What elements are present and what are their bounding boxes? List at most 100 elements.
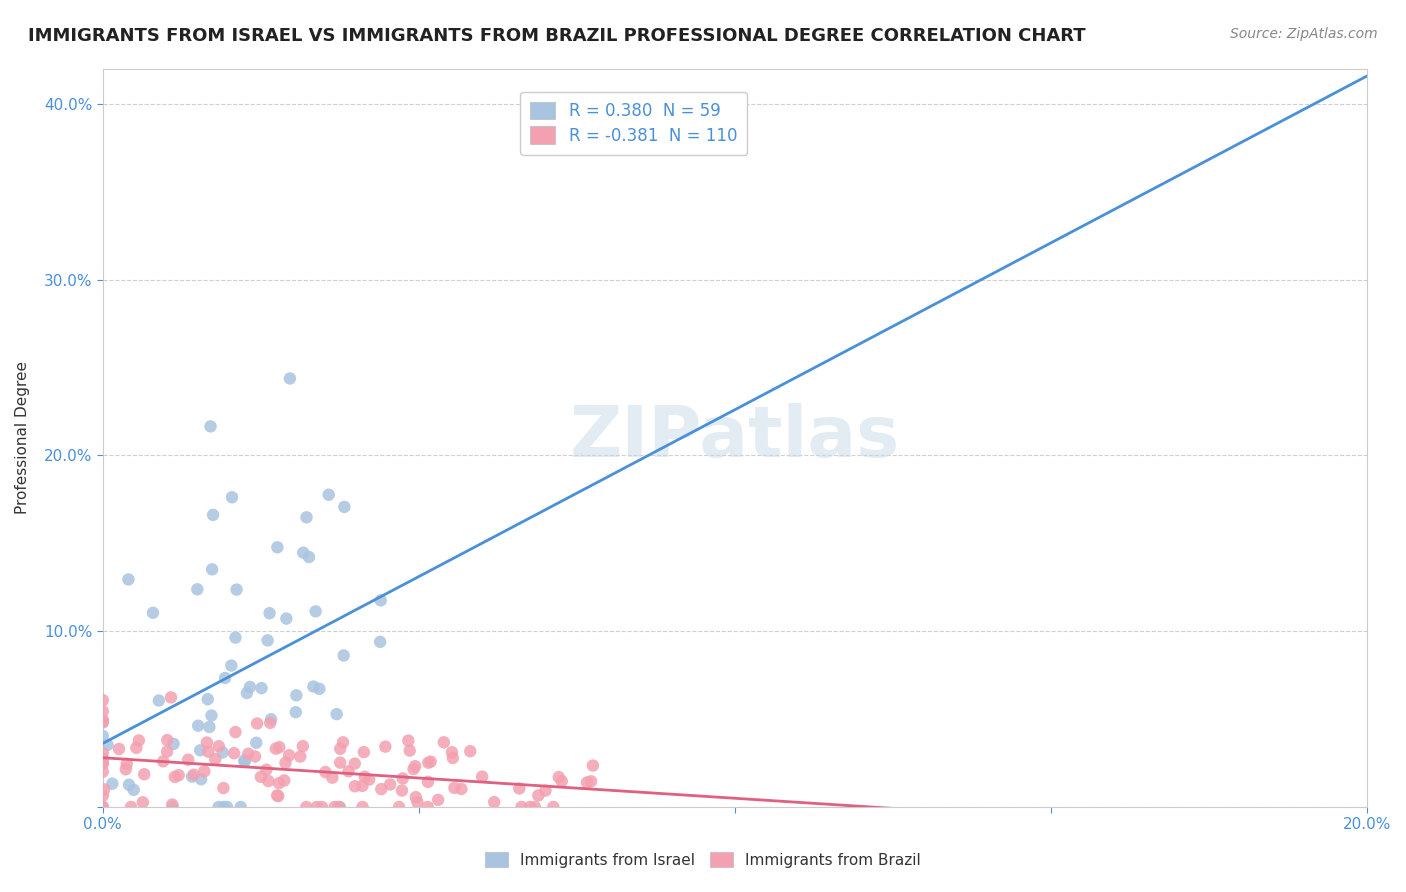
Point [125,740,148,755]
Point [233,755,256,769]
Point [278,371,301,385]
Point [197,745,219,759]
Point [201,562,224,576]
Point [291,739,314,754]
Point [233,753,256,767]
Point [91,751,114,765]
Point [236,686,259,700]
Point [359,772,381,787]
Point [416,800,439,814]
Point [295,800,318,814]
Point [245,736,267,750]
Point [325,707,347,722]
Point [163,770,186,784]
Point [195,735,218,749]
Point [292,546,315,560]
Point [224,725,246,739]
Point [405,790,427,805]
Point [551,774,574,789]
Point [318,488,340,502]
Point [167,768,190,782]
Point [433,735,456,749]
Point [177,753,200,767]
Point [187,719,209,733]
Point [582,758,605,772]
Point [224,631,246,645]
Point [370,782,392,797]
Point [329,800,352,814]
Point [523,800,546,814]
Point [352,779,374,793]
Point [221,658,243,673]
Point [108,742,131,756]
Point [97,738,120,752]
Point [254,763,277,777]
Point [278,748,301,763]
Point [250,681,273,695]
Point [204,752,226,766]
Point [134,767,156,781]
Point [332,735,354,749]
Point [91,714,114,729]
Point [450,781,472,796]
Point [91,713,114,727]
Point [200,419,222,434]
Point [352,800,374,814]
Text: ZIPatlas: ZIPatlas [569,403,900,472]
Point [142,606,165,620]
Point [267,789,290,803]
Point [211,746,233,760]
Point [239,680,262,694]
Point [120,800,142,814]
Point [115,756,138,771]
Point [353,770,375,784]
Legend: Immigrants from Israel, Immigrants from Brazil: Immigrants from Israel, Immigrants from … [477,844,929,875]
Point [190,772,212,787]
Point [267,776,290,790]
Point [328,800,350,814]
Point [186,582,208,597]
Point [91,704,114,718]
Point [207,800,229,814]
Point [440,745,463,759]
Point [290,749,312,764]
Point [91,800,114,814]
Point [418,756,440,770]
Point [266,541,288,555]
Point [257,774,280,789]
Point [208,739,231,754]
Point [547,770,569,784]
Point [343,756,366,771]
Y-axis label: Professional Degree: Professional Degree [15,361,30,515]
Point [183,767,205,781]
Point [274,756,297,770]
Point [91,746,114,760]
Point [311,800,333,814]
Point [391,783,413,797]
Point [396,733,419,747]
Point [419,755,441,769]
Point [160,690,183,705]
Point [295,510,318,524]
Point [221,490,243,504]
Point [243,749,266,764]
Point [329,756,352,770]
Point [519,800,541,814]
Point [200,708,222,723]
Point [370,593,392,607]
Text: Source: ZipAtlas.com: Source: ZipAtlas.com [1230,27,1378,41]
Point [353,745,375,759]
Point [534,783,557,797]
Point [238,747,260,761]
Point [91,693,114,707]
Point [378,777,401,791]
Point [398,743,420,757]
Point [284,705,307,719]
Point [128,733,150,747]
Point [250,770,273,784]
Point [212,800,235,814]
Point [406,795,429,809]
Point [332,648,354,663]
Point [132,795,155,809]
Point [374,739,396,754]
